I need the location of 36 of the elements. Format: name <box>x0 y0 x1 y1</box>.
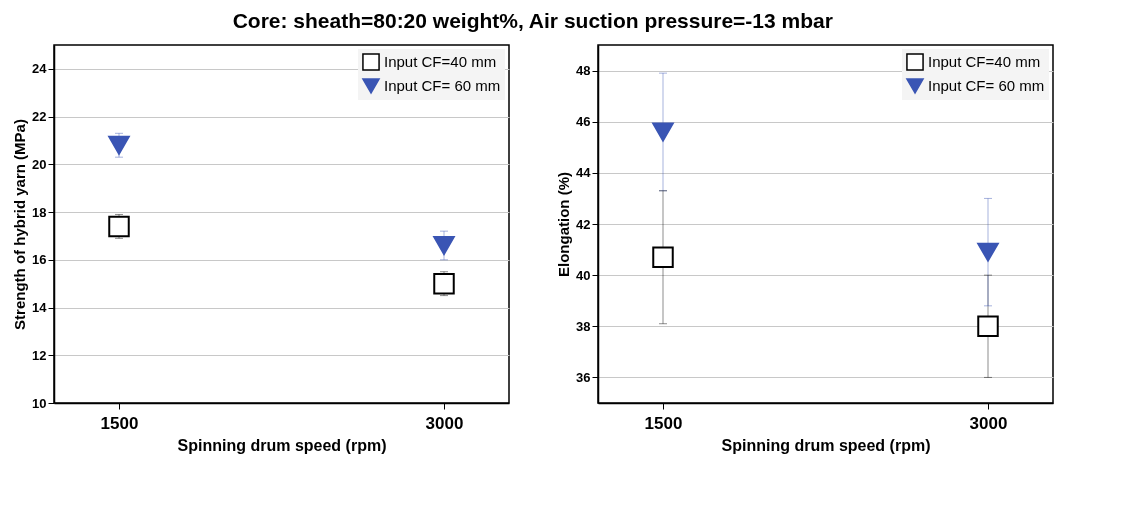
y-tick-label: 38 <box>576 318 591 334</box>
y-tick-label: 12 <box>32 347 47 363</box>
y-tick-label: 40 <box>576 267 591 283</box>
y-tick-label: 46 <box>576 114 591 130</box>
x-tick-label: 1500 <box>100 413 139 433</box>
y-tick-label: 42 <box>576 216 591 232</box>
chart-title: Core: sheath=80:20 weight%, Air suction pressure=-13 mbar <box>232 9 833 33</box>
x-axis-title: Spinning drum speed (rpm) <box>721 436 931 454</box>
y-tick-label: 18 <box>32 204 47 220</box>
legend-label: Input CF= 60 mm <box>928 77 1045 94</box>
point <box>433 236 455 255</box>
y-axis-title: Strength of hybrid yarn (MPa) <box>11 119 29 330</box>
y-tick-label: 20 <box>32 156 47 172</box>
legend-label: Input CF=40 mm <box>384 53 497 70</box>
y-tick-label: 14 <box>32 300 48 316</box>
point <box>977 315 999 338</box>
legend-label: Input CF=40 mm <box>928 53 1041 70</box>
point <box>433 272 455 295</box>
point <box>108 135 130 155</box>
legend-label: Input CF= 60 mm <box>384 77 501 94</box>
y-tick-label: 10 <box>32 395 47 411</box>
x-axis-title: Spinning drum speed (rpm) <box>177 436 387 454</box>
y-tick-label: 16 <box>32 252 47 268</box>
y-tick-label: 48 <box>576 63 591 79</box>
point <box>108 215 130 238</box>
point <box>652 122 674 142</box>
y-tick-label: 22 <box>32 109 47 125</box>
y-tick-label: 24 <box>32 61 48 77</box>
y-tick-label: 36 <box>576 369 591 385</box>
x-tick-label: 1500 <box>644 413 683 433</box>
x-tick-label: 3000 <box>425 413 464 433</box>
point <box>652 246 674 268</box>
point <box>977 242 999 262</box>
x-tick-label: 3000 <box>969 413 1008 433</box>
y-tick-label: 44 <box>576 165 592 181</box>
y-axis-title: Elongation (%) <box>555 172 573 277</box>
